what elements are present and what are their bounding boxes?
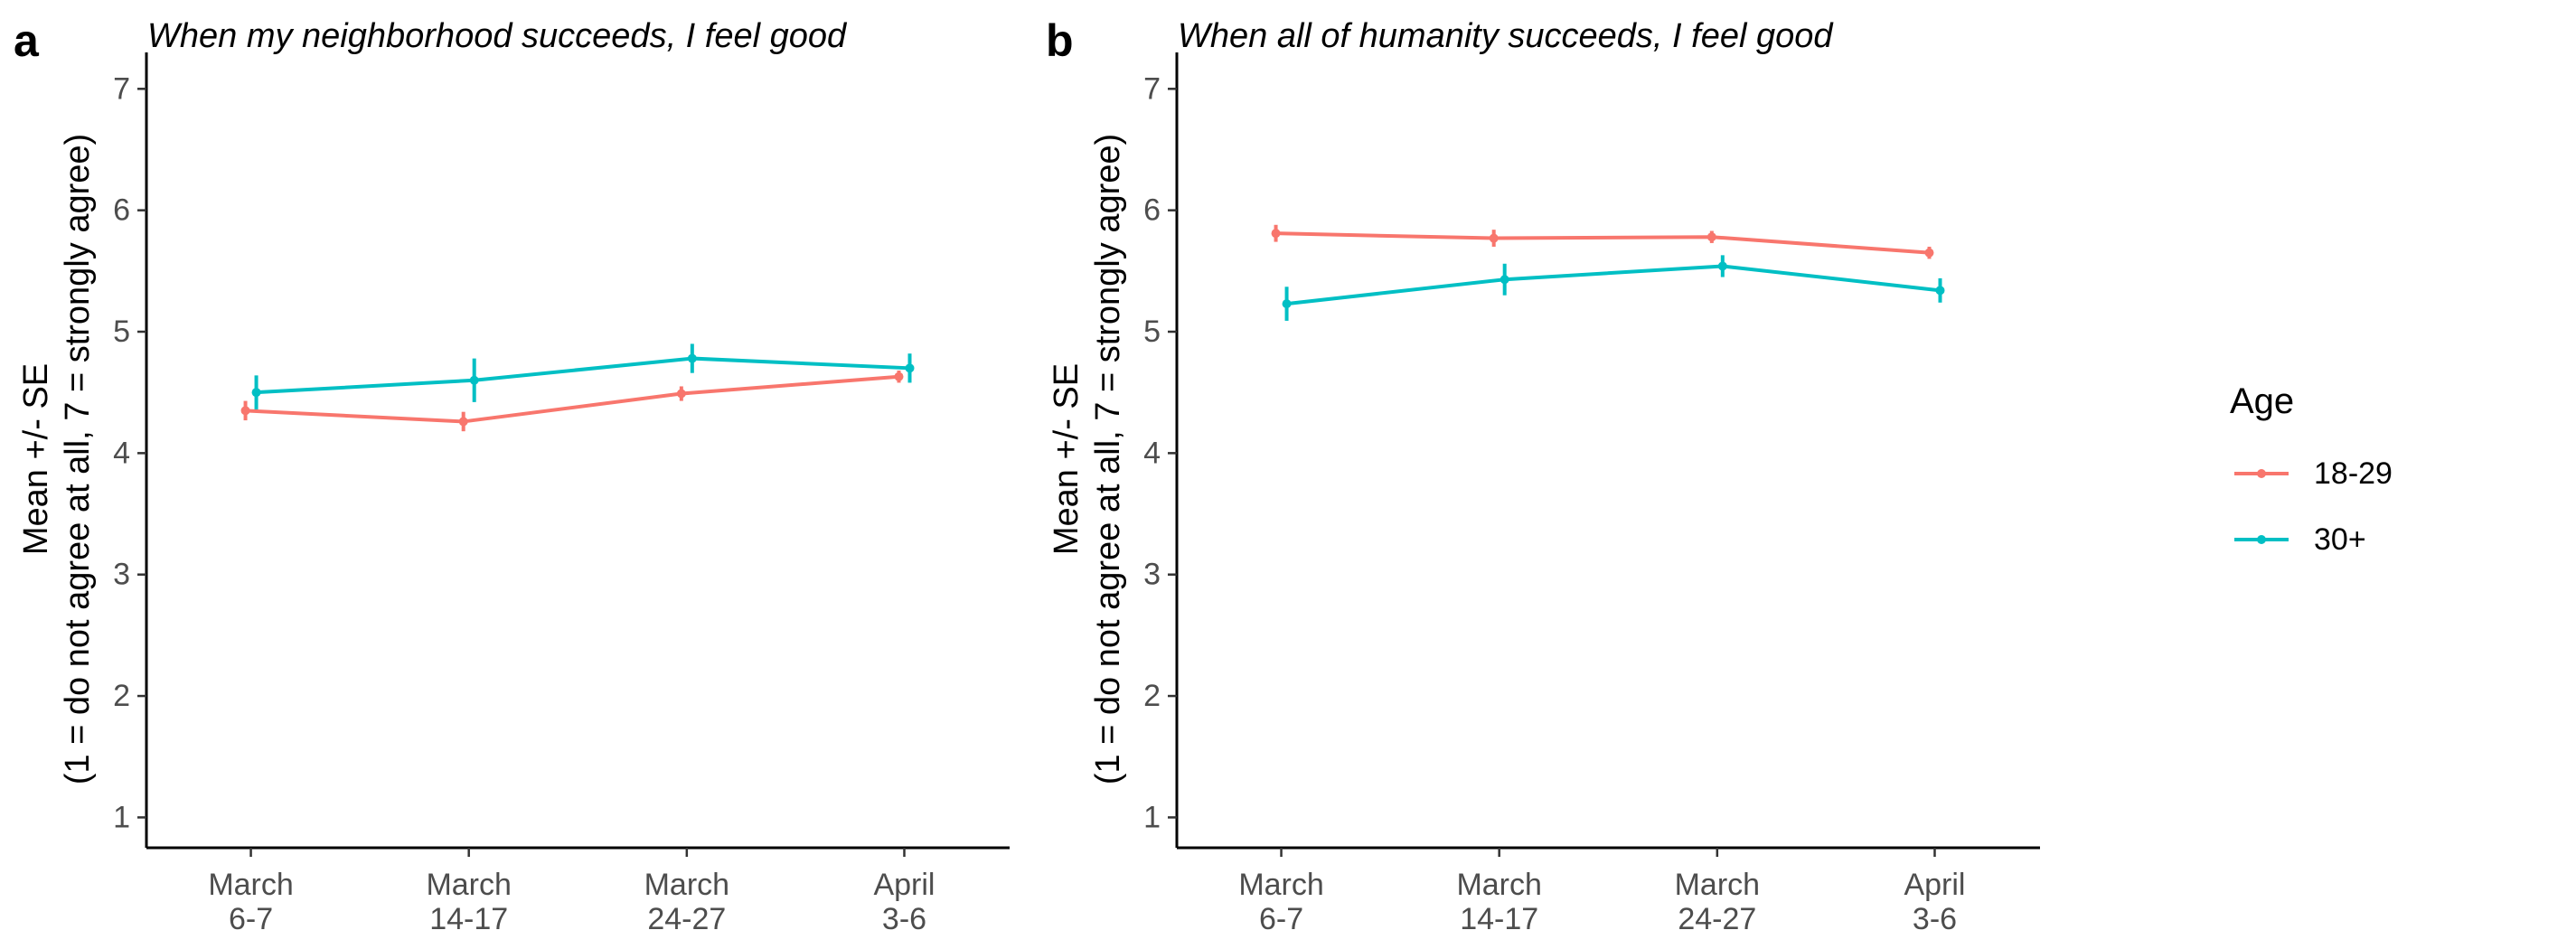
- data-point: [469, 375, 479, 385]
- x-tick-label: March 6-7: [208, 868, 293, 936]
- x-tick-label-line: March: [1238, 868, 1323, 902]
- x-tick-label-line: 14-17: [429, 902, 508, 936]
- panel-title: When my neighborhood succeeds, I feel go…: [147, 17, 848, 55]
- x-tick-label: March 14-17: [426, 868, 511, 936]
- data-point: [1489, 233, 1499, 243]
- y-tick-label: 7: [1143, 71, 1161, 106]
- legend: Age 18-29 30+: [2230, 381, 2393, 557]
- legend-label: 30+: [2314, 522, 2366, 557]
- y-tick-label: 4: [113, 436, 130, 470]
- y-axis-title-line1: Mean +/- SE: [17, 363, 55, 555]
- data-point: [905, 363, 915, 373]
- series-18-29: [1271, 224, 1934, 259]
- data-point: [1271, 229, 1281, 239]
- data-point: [1706, 232, 1716, 242]
- legend-title: Age: [2230, 381, 2294, 421]
- x-tick-label-line: 3-6: [1913, 902, 1957, 936]
- x-tick-label-line: 6-7: [229, 902, 273, 936]
- x-tick-label: March 6-7: [1238, 868, 1323, 936]
- data-point: [1717, 261, 1727, 271]
- panel-b: b When all of humanity succeeds, I feel g…: [1046, 15, 2040, 936]
- y-axis-title-line2: (1 = do not agree at all, 7 = strongly a…: [59, 134, 97, 785]
- series-line: [256, 356, 910, 395]
- y-tick-label: 3: [113, 558, 130, 592]
- panel-letter: a: [14, 15, 40, 66]
- legend-key-point: [2257, 535, 2266, 544]
- series-18-29: [240, 371, 904, 432]
- panel-title: When all of humanity succeeds, I feel go…: [1178, 17, 1834, 55]
- series-line: [1275, 231, 1930, 255]
- y-axis-title-line1: Mean +/- SE: [1048, 363, 1086, 555]
- x-tick-label-line: 6-7: [1259, 902, 1303, 936]
- y-tick-label: 6: [113, 193, 130, 228]
- legend-label: 18-29: [2314, 456, 2393, 491]
- legend-key: [2234, 535, 2289, 544]
- data-point: [458, 417, 468, 427]
- y-tick-label: 7: [113, 71, 130, 106]
- y-tick-label: 1: [1143, 800, 1161, 834]
- x-tick-label-line: 24-27: [647, 902, 726, 936]
- x-tick-label-line: March: [208, 868, 293, 902]
- data-point: [251, 388, 261, 398]
- x-tick-label-line: March: [426, 868, 511, 902]
- x-tick-label: March 24-27: [644, 868, 729, 936]
- x-tick-label: April 3-6: [1904, 868, 1965, 936]
- series-line: [1286, 264, 1941, 306]
- x-tick-label-line: March: [1456, 868, 1541, 902]
- data-point: [1935, 286, 1945, 296]
- data-point: [1924, 248, 1934, 258]
- x-tick-label-line: 24-27: [1678, 902, 1756, 936]
- x-tick-label: March 14-17: [1456, 868, 1541, 936]
- y-tick-label: 2: [113, 679, 130, 713]
- legend-key-point: [2257, 469, 2266, 478]
- panel-letter: b: [1046, 15, 1074, 66]
- y-tick-label: 5: [113, 315, 130, 349]
- series-30+: [251, 343, 915, 409]
- x-tick-label-line: April: [1904, 868, 1965, 902]
- y-axis-title-line2: (1 = do not agree at all, 7 = strongly a…: [1089, 134, 1127, 785]
- data-point: [1282, 299, 1292, 309]
- panel-a: a When my neighborhood succeeds, I feel g…: [14, 15, 1010, 936]
- series-line: [245, 374, 899, 424]
- data-point: [676, 389, 686, 399]
- x-tick-label: March 24-27: [1675, 868, 1760, 936]
- data-point: [240, 406, 250, 416]
- y-tick-label: 3: [1143, 558, 1161, 592]
- series-30+: [1282, 255, 1945, 321]
- x-tick-label-line: 3-6: [882, 902, 926, 936]
- legend-key: [2234, 469, 2289, 478]
- data-point: [894, 371, 904, 381]
- y-tick-label: 2: [1143, 679, 1161, 713]
- data-point: [687, 353, 697, 363]
- x-tick-label-line: April: [873, 868, 935, 902]
- y-tick-label: 1: [113, 800, 130, 834]
- x-tick-label: April 3-6: [873, 868, 935, 936]
- x-tick-label-line: 14-17: [1460, 902, 1538, 936]
- y-tick-label: 6: [1143, 193, 1161, 228]
- y-tick-label: 5: [1143, 315, 1161, 349]
- x-tick-label-line: March: [1675, 868, 1760, 902]
- x-tick-label-line: March: [644, 868, 729, 902]
- data-point: [1500, 275, 1509, 285]
- y-tick-label: 4: [1143, 436, 1161, 470]
